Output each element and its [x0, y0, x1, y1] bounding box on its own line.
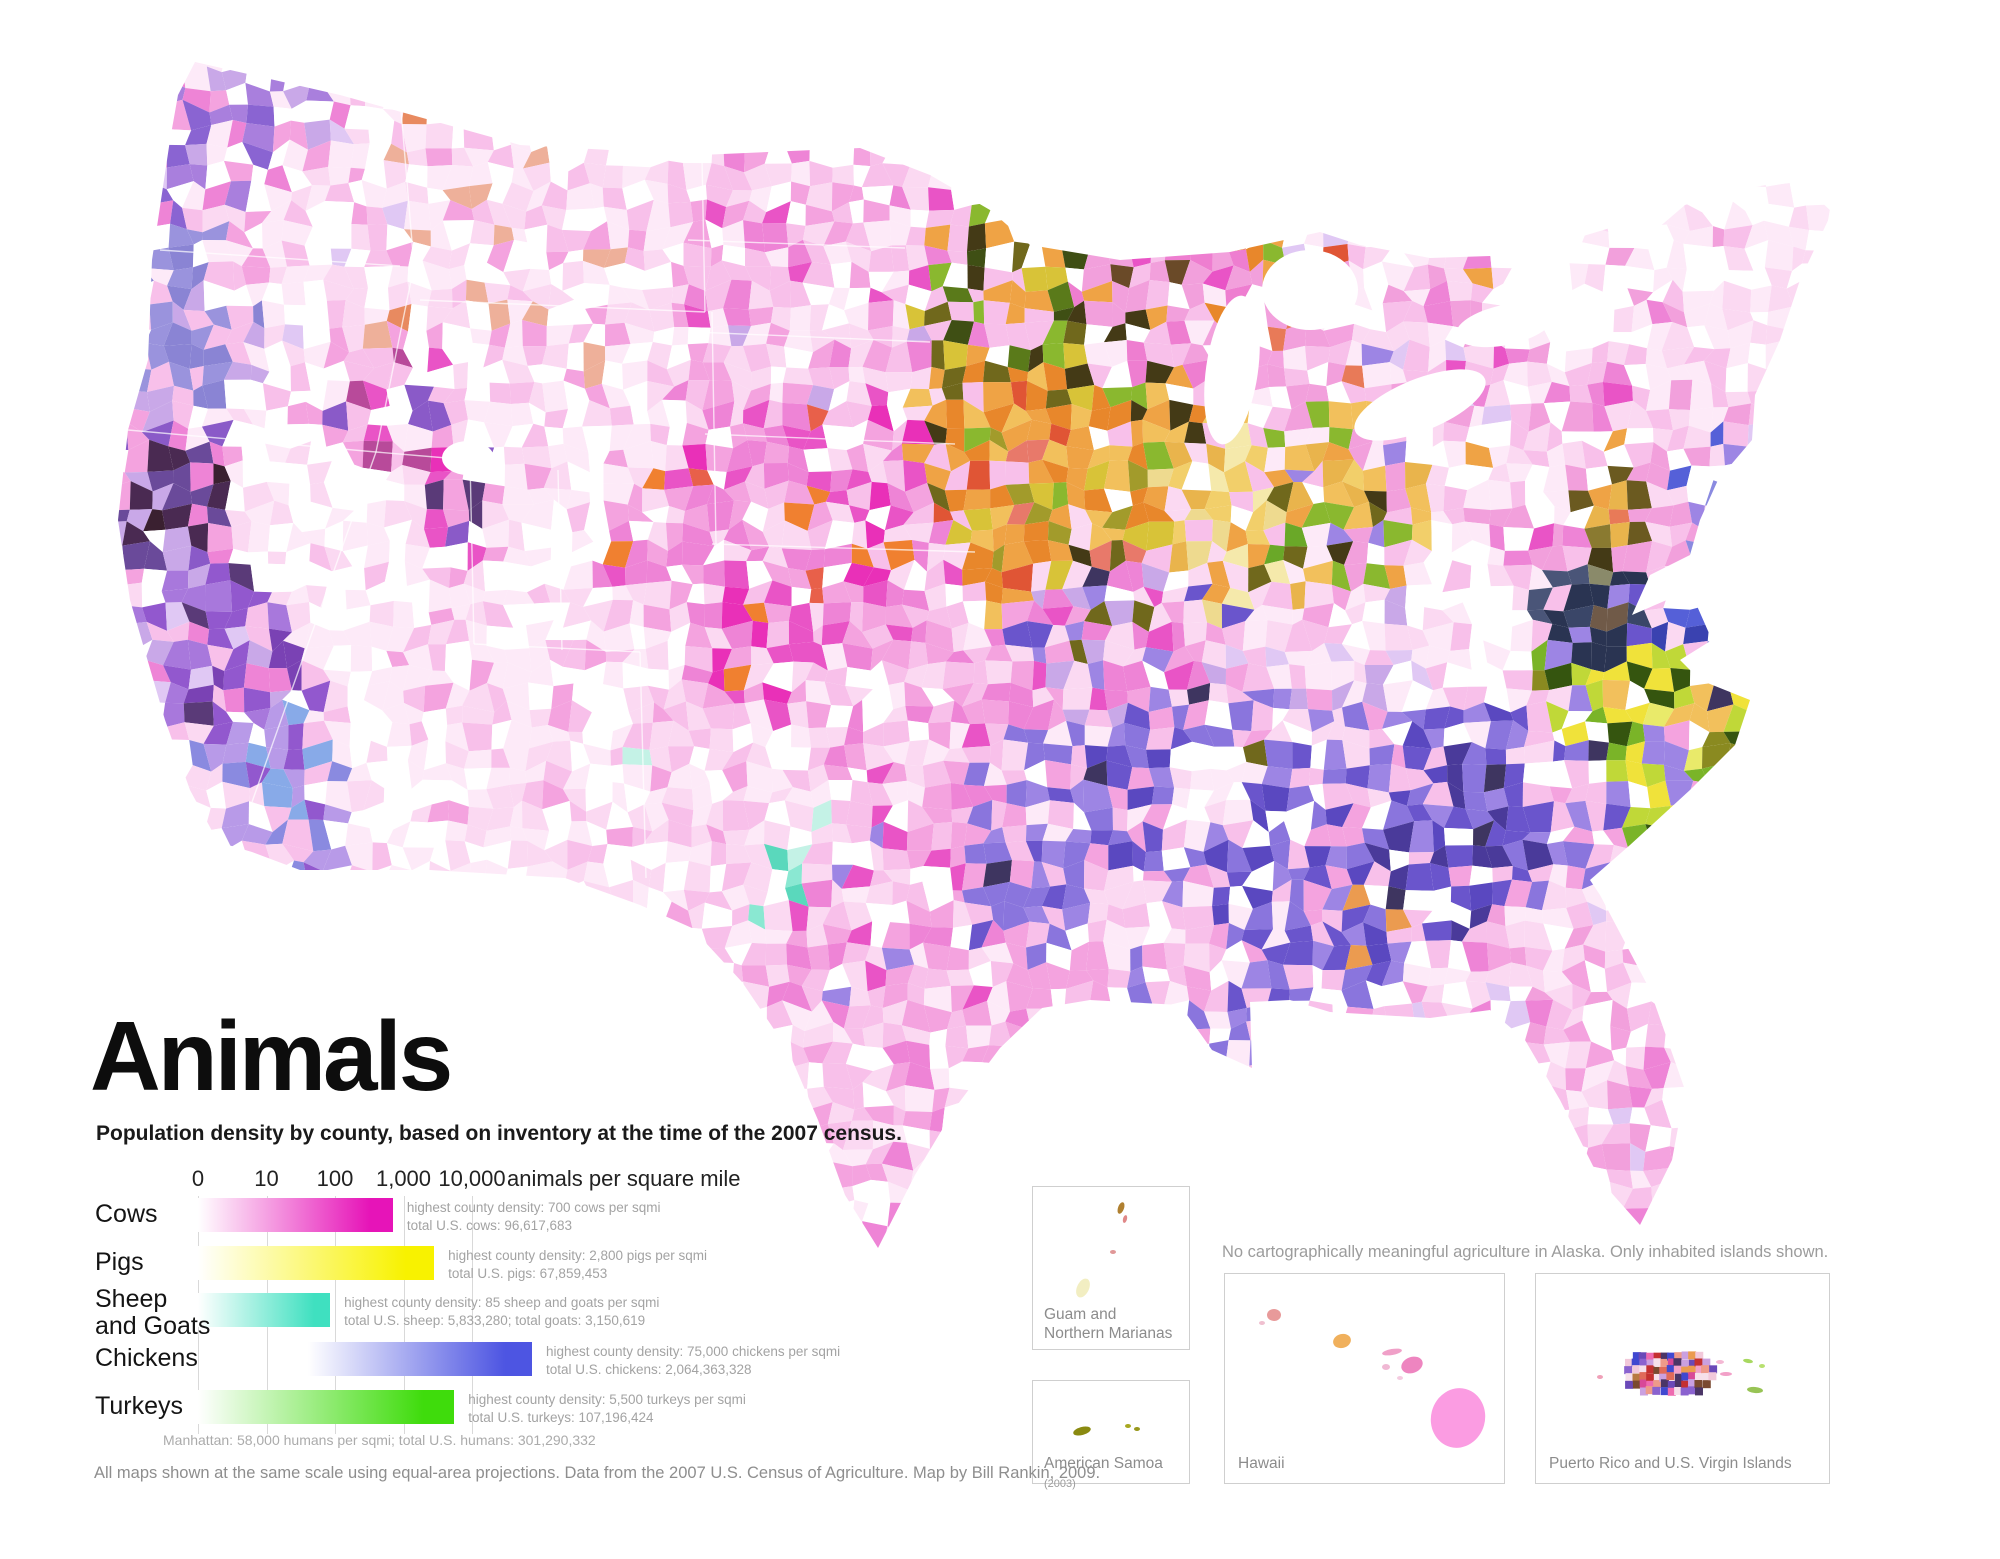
- inset-hawaii: Hawaii: [1224, 1273, 1505, 1484]
- legend-label-turkeys: Turkeys: [95, 1392, 183, 1420]
- great-lakes: [442, 250, 1555, 475]
- inset-hawaii-label: Hawaii: [1238, 1455, 1285, 1472]
- inset-samoa-label: American Samoa (2003): [1044, 1455, 1163, 1490]
- scale-gridline: [403, 1196, 405, 1434]
- inset-american-samoa: American Samoa (2003): [1032, 1380, 1190, 1490]
- legend-label-sheep: Sheep and Goats: [95, 1285, 211, 1340]
- hawaii-islands: [1259, 1309, 1486, 1448]
- legend-gradient-bar-pigs: [198, 1246, 435, 1280]
- scale-tick: 0: [191, 1166, 205, 1191]
- inset-guam-label: Guam and Northern Marianas: [1044, 1306, 1173, 1342]
- legend-note-pigs: highest county density: 2,800 pigs per s…: [448, 1248, 708, 1281]
- scale-tick: 10,000: [438, 1166, 506, 1191]
- legend-label-chickens: Chickens: [95, 1344, 198, 1372]
- puerto-rico-counties: [1624, 1351, 1718, 1396]
- legend-gradient-bar-chickens: [307, 1342, 532, 1376]
- legend-note-cows: highest county density: 700 cows per sqm…: [406, 1200, 661, 1233]
- legend-note-turkeys: highest county density: 5,500 turkeys pe…: [468, 1392, 746, 1425]
- inset-pr-label: Puerto Rico and U.S. Virgin Islands: [1549, 1455, 1792, 1472]
- credit-line: All maps shown at the same scale using e…: [94, 1464, 1101, 1482]
- state-borders: [127, 97, 976, 879]
- poster-subtitle: Population density by county, based on i…: [96, 1122, 902, 1145]
- legend-label-cows: Cows: [95, 1200, 158, 1228]
- legend-note-chickens: highest county density: 75,000 chickens …: [545, 1344, 841, 1377]
- legend-gradient-bar-turkeys: [198, 1390, 455, 1424]
- scale-gridline: [335, 1196, 336, 1434]
- inset-guam-marianas: Guam and Northern Marianas: [1032, 1186, 1190, 1350]
- alaska-note: No cartographically meaningful agricultu…: [1222, 1243, 1829, 1261]
- manhattan-note: Manhattan: 58,000 humans per sqmi; total…: [163, 1432, 596, 1448]
- scale-unit-label: animals per square mile: [507, 1166, 741, 1191]
- scale-tick: 100: [316, 1166, 354, 1191]
- virgin-islands-and-outliers: [1597, 1358, 1765, 1394]
- legend-label-pigs: Pigs: [95, 1248, 144, 1276]
- scale-tick: 10: [254, 1166, 279, 1191]
- scale-gridline: [472, 1196, 473, 1434]
- legend-gradient-bar-cows: [198, 1198, 393, 1232]
- inset-puerto-rico-usvi: Puerto Rico and U.S. Virgin Islands: [1535, 1273, 1830, 1484]
- poster-title: Animals: [90, 1001, 453, 1111]
- american-samoa-islands: [1073, 1424, 1140, 1436]
- scale-tick: 1,000: [375, 1166, 432, 1191]
- legend-gradient-bar-sheep: [198, 1293, 331, 1327]
- guam-marianas-islands: [1076, 1202, 1128, 1298]
- legend-note-sheep: highest county density: 85 sheep and goa…: [344, 1295, 660, 1328]
- samoa-year-note: (2003): [1044, 1478, 1076, 1490]
